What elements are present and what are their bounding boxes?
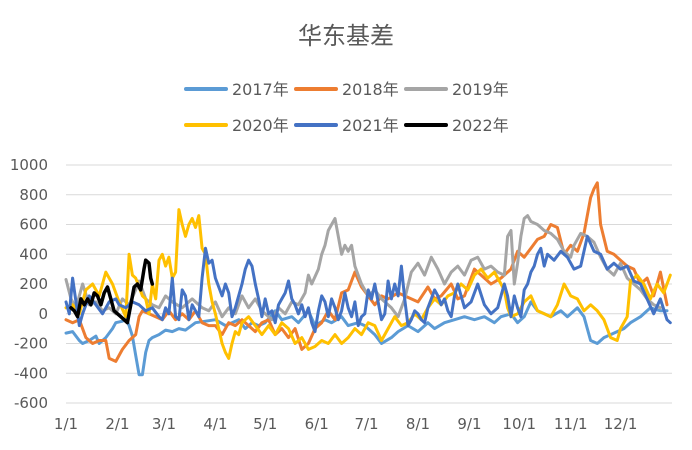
y-tick-label: 800 [19,186,48,204]
x-tick-label: 10/1 [502,415,536,433]
legend-label: 2020年 [232,116,289,135]
y-tick-label: -200 [14,335,48,353]
y-tick-label: -400 [14,364,48,382]
legend-label: 2019年 [452,80,509,99]
x-tick-label: 11/1 [554,415,588,433]
x-tick-label: 9/1 [457,415,481,433]
x-axis: 1/1 2/1 3/1 4/1 5/1 6/1 7/1 8/1 9/1 10/1 11/1 12/1 [54,415,637,433]
y-tick-label: 400 [19,245,48,263]
series-line-6 [69,258,155,325]
legend: 2017年 2018年 2019年 2020年 2021年 2022年 [184,80,509,135]
x-tick-label: 5/1 [253,415,277,433]
series-line-1 [64,300,669,377]
series-line-4 [64,208,672,360]
legend-label: 2021年 [342,116,399,135]
legend-label: 2022年 [452,116,509,135]
y-tick-label: 0 [38,305,48,323]
plot-area [64,181,672,377]
x-tick-label: 8/1 [406,415,430,433]
x-tick-label: 1/1 [54,415,78,433]
y-tick-label: 200 [19,275,48,293]
y-axis: 1000 800 600 400 200 0 -200 -400 -600 [10,156,48,412]
y-tick-label: 1000 [10,156,48,174]
series-line-5 [64,234,672,334]
x-tick-label: 4/1 [203,415,227,433]
legend-label: 2017年 [232,80,289,99]
y-tick-label: 600 [19,216,48,234]
legend-label: 2018年 [342,80,399,99]
series-line-2 [64,181,669,363]
x-tick-label: 6/1 [305,415,329,433]
chart-title: 华东基差 [298,22,394,50]
y-tick-label: -600 [14,394,48,412]
x-tick-label: 7/1 [354,415,378,433]
x-tick-label: 12/1 [604,415,638,433]
x-tick-label: 2/1 [105,415,129,433]
x-tick-label: 3/1 [152,415,176,433]
